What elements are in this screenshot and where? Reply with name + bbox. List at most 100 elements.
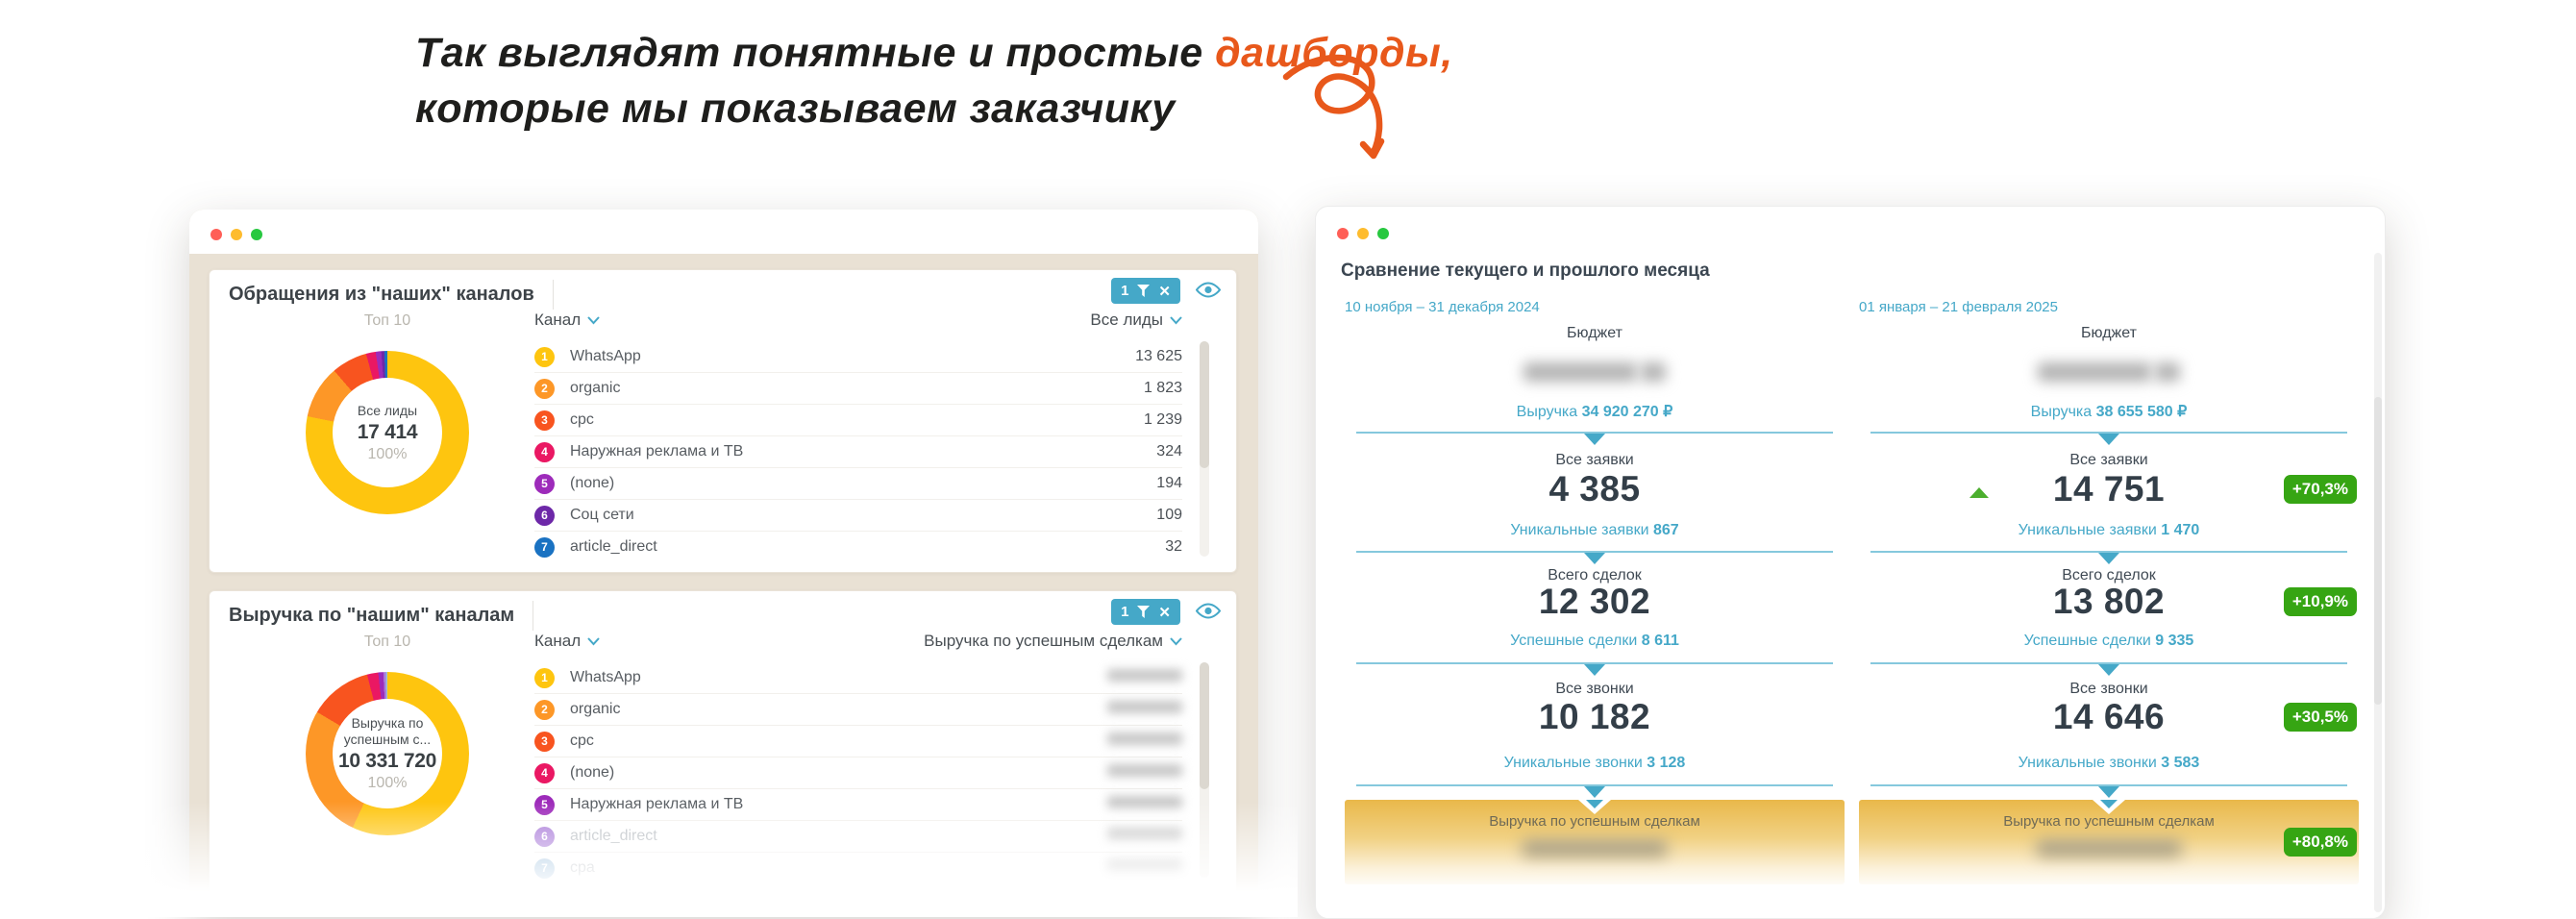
chevron-down-icon [587,636,600,645]
growth-badge: +10,9% [2283,587,2357,616]
channel-label: cpc [570,733,594,749]
channel-label: Наружная реклама и ТВ [570,443,744,460]
date-range[interactable]: 01 января – 21 февраля 2025 [1859,299,2058,315]
column-header-value[interactable]: Все лиды [1090,310,1182,330]
scrollbar-thumb[interactable] [2374,397,2382,705]
chevron-down-icon [1170,636,1182,645]
metric-value: 1 470 [2161,522,2200,538]
donut-center-percent: 100% [367,445,408,462]
metric-value: 8 611 [1641,633,1679,649]
chevron-down-icon [1170,315,1182,324]
zoom-window-icon[interactable] [1377,228,1389,239]
donut-chart-leads[interactable]: Все лиды 17 414 100% [306,351,469,514]
date-range[interactable]: 10 ноября – 31 декабря 2024 [1345,299,1540,315]
blurred-value [1107,859,1182,877]
metric-value: 14 751 [2052,469,2166,509]
metric-teal: Уникальные заявки 1 470 [1859,522,2359,539]
donut-center-label: Выручка по успешным с... [343,715,432,747]
table-row[interactable]: 1 WhatsApp 13 625 [534,341,1182,373]
growth-badge: +30,5% [2283,703,2357,732]
title-line2: которые мы показываем заказчику [415,86,1176,132]
zoom-window-icon[interactable] [251,229,262,240]
channel-label: WhatsApp [570,669,641,685]
minimize-window-icon[interactable] [1357,228,1369,239]
scrollbar[interactable] [1200,341,1209,557]
metric-value: 9 335 [2155,633,2194,649]
column-header-channel[interactable]: Канал [534,310,600,330]
table-row[interactable]: 1 WhatsApp [534,662,1182,694]
metric-value: 14 646 [2052,697,2166,736]
rank-marker: 4 [534,441,555,462]
metric-value: 38 655 580 ₽ [2095,404,2188,420]
minimize-window-icon[interactable] [231,229,242,240]
rank-marker: 1 [534,667,555,688]
left-window-titlebar [189,210,1258,254]
table-row[interactable]: 5 (none) 194 [534,468,1182,500]
metric-teal: Уникальные звонки 3 128 [1345,755,1845,772]
metric-value: 3 128 [1647,755,1686,771]
table-row[interactable]: 7 article_direct 32 [534,532,1182,562]
close-window-icon[interactable] [211,229,222,240]
donut-center-label: Все лиды [357,402,418,418]
metric-label: Уникальные заявки [1510,522,1649,538]
channel-value: 13 625 [1135,348,1182,364]
donut-center: Все лиды 17 414 100% [333,378,442,487]
funnel-separator [1870,784,2347,786]
column-header-value[interactable]: Выручка по успешным сделкам [924,632,1182,651]
donut-center: Выручка по успешным с... 10 331 720 100% [333,699,442,808]
table-row[interactable]: 6 Соц сети 109 [534,500,1182,532]
channel-label: article_direct [570,828,657,844]
left-window: Обращения из "наших" каналов 1 ✕ Топ 10 … [189,210,1258,917]
metric-value: 34 920 270 ₽ [1581,404,1673,420]
table-row[interactable]: 4 (none) [534,758,1182,789]
previous-period-column: 10 ноября – 31 декабря 2024 Бюджет Выруч… [1345,207,1845,918]
revenue-card-label: Выручка по успешным сделкам [2003,813,2215,830]
revenue-card: Выручка по успешным сделкам [1345,800,1845,884]
metric-label: Всего сделок [2062,567,2156,584]
clear-filter-button[interactable]: ✕ [1158,283,1171,300]
table-row[interactable]: 3 cpc 1 239 [534,405,1182,436]
filter-count: 1 [1121,604,1129,620]
table-row[interactable]: 6 article_direct [534,821,1182,853]
metric-label: Всего сделок [1548,567,1642,584]
scrollbar-thumb[interactable] [1200,662,1209,789]
rank-marker: 7 [534,536,555,558]
channel-label: (none) [570,475,615,491]
rank-marker: 5 [534,473,555,494]
rank-marker: 5 [534,794,555,815]
scrollbar[interactable] [1200,662,1209,878]
donut-chart-revenue[interactable]: Выручка по успешным с... 10 331 720 100% [306,672,469,835]
metric-label: Успешные сделки [1510,633,1638,649]
table-row[interactable]: 4 Наружная реклама и ТВ 324 [534,436,1182,468]
eye-icon[interactable] [1195,281,1222,304]
scrollbar[interactable] [2374,253,2382,912]
table-row[interactable]: 3 cpc [534,726,1182,758]
metric-label: Уникальные звонки [2018,755,2157,771]
funnel-separator [1356,432,1833,434]
title-highlight: дашборды, [1215,30,1453,76]
curly-arrow-icon [1282,54,1385,160]
table-row[interactable]: 5 Наружная реклама и ТВ [534,789,1182,821]
table-row[interactable]: 7 cpa [534,853,1182,883]
filter-badge[interactable]: 1 ✕ [1111,278,1180,304]
metric-label: Все звонки [1555,681,1634,697]
channel-label: WhatsApp [570,348,641,364]
column-header-channel[interactable]: Канал [534,632,600,651]
comparison-title: Сравнение текущего и прошлого месяца [1341,261,1710,281]
metric-value: 4 385 [1548,469,1641,509]
scrollbar-thumb[interactable] [1200,341,1209,468]
panel-revenue-by-channel: Выручка по "нашим" каналам 1 ✕ Топ 10 Вы… [209,590,1237,917]
table-row[interactable]: 2 organic [534,694,1182,726]
table-header: Канал Все лиды [534,310,1182,330]
channel-value: 324 [1156,443,1182,460]
title-text: Так выглядят понятные и простые [415,30,1216,76]
panel-requests-by-channel: Обращения из "наших" каналов 1 ✕ Топ 10 … [209,269,1237,573]
close-window-icon[interactable] [1337,228,1349,239]
channel-label: article_direct [570,538,657,555]
budget-value-blurred [1859,362,2359,382]
clear-filter-button[interactable]: ✕ [1158,604,1171,621]
table-row[interactable]: 2 organic 1 823 [534,373,1182,405]
eye-icon[interactable] [1195,602,1222,625]
filter-badge[interactable]: 1 ✕ [1111,599,1180,625]
